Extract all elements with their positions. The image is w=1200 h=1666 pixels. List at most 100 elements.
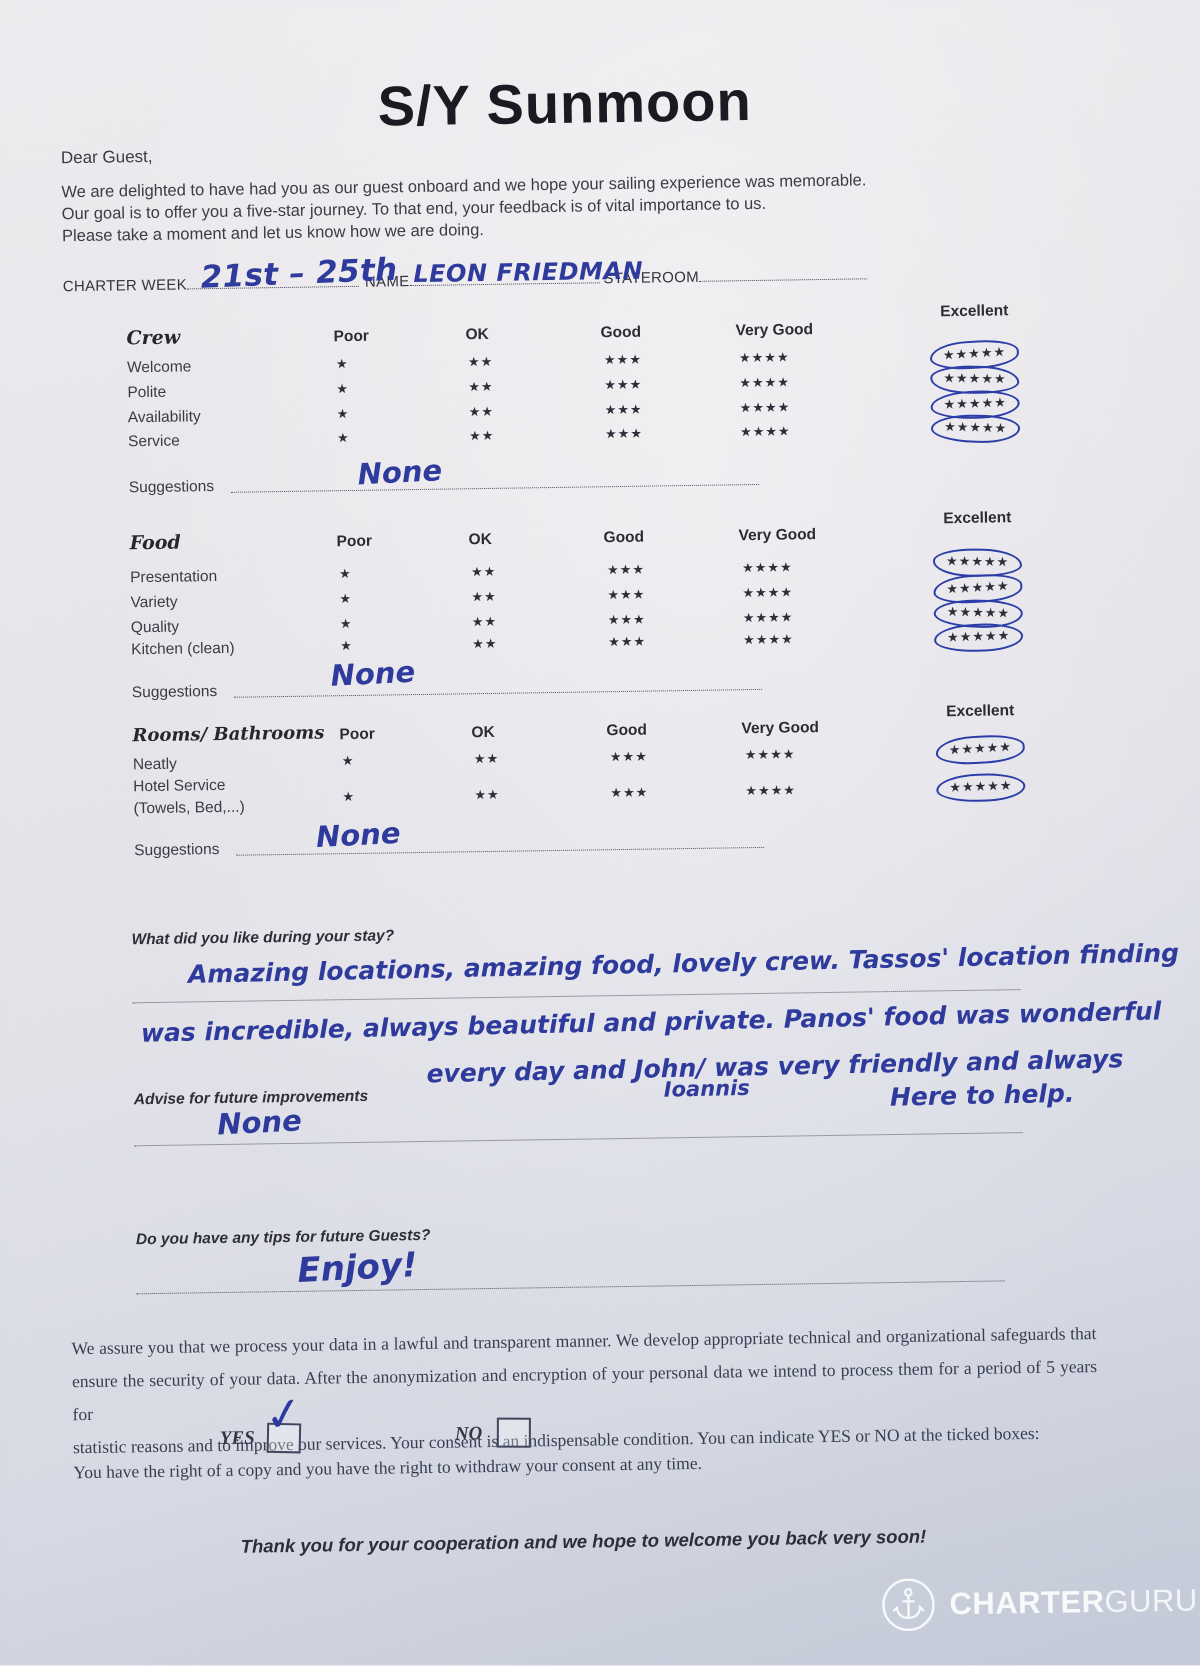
rooms-rating-section: Excellent Rooms/ Bathrooms Poor OK Good … [128, 715, 1095, 869]
rating-row-quality: Quality ★ ★★ ★★★ ★★★★ ★★★★★ [127, 605, 1092, 619]
excellent-stars-circled: ★★★★★ [922, 773, 1040, 803]
rating-row-kitchen: Kitchen (clean) ★ ★★ ★★★ ★★★★ ★★★★★ [127, 627, 1092, 641]
poor-stars: ★ [339, 591, 352, 607]
row-label: Service [128, 433, 180, 452]
good-stars: ★★★ [608, 634, 646, 651]
rooms-section-heading: Rooms/ Bathrooms [132, 722, 324, 746]
name-field: LEON FRIEDMAN [409, 266, 599, 286]
no-checkbox[interactable] [497, 1418, 531, 1448]
rating-row-presentation: Presentation ★ ★★ ★★★ ★★★★ ★★★★★ [126, 555, 1091, 569]
good-stars: ★★★ [604, 352, 642, 369]
food-good-header: Good [603, 529, 644, 548]
charter-week-field: 21st – 25th [187, 270, 359, 290]
very-good-stars: ★★★★ [743, 631, 794, 648]
anchor-icon [879, 1575, 938, 1634]
liked-answer-line-2: was incredible, always beautiful and pri… [141, 996, 1162, 1047]
logo-text-secondary: GURU [1104, 1583, 1198, 1619]
good-stars: ★★★ [604, 377, 642, 394]
row-label: Neatly [133, 756, 177, 775]
good-stars: ★★★ [605, 426, 643, 443]
row-label: Variety [130, 594, 177, 613]
yes-label: YES [220, 1428, 255, 1451]
poor-stars: ★ [336, 381, 349, 397]
intro-paragraph: We are delighted to have had you as our … [61, 169, 867, 247]
excellent-stars-circled: ★★★★★ [920, 623, 1038, 653]
ok-stars: ★★ [471, 589, 497, 605]
suggestions-handwritten-answer: None [330, 655, 416, 693]
excellent-stars-circled: ★★★★★ [922, 735, 1040, 765]
ok-stars: ★★ [469, 428, 495, 444]
rating-row-welcome: Welcome ★ ★★ ★★★ ★★★★ ★★★★★ [123, 345, 1088, 359]
rooms-poor-header: Poor [339, 726, 375, 745]
row-label: Polite [127, 384, 166, 403]
very-good-stars: ★★★★ [739, 349, 790, 366]
row-label-line-1: Hotel Service [133, 777, 225, 796]
good-stars: ★★★ [610, 749, 648, 766]
yes-checkmark: ✓ [261, 1388, 306, 1439]
logo-wordmark: CHARTERGURU [949, 1583, 1198, 1623]
very-good-stars: ★★★★ [745, 746, 796, 763]
row-label: Presentation [130, 568, 217, 587]
very-good-stars: ★★★★ [742, 559, 793, 576]
poor-stars: ★ [342, 753, 355, 769]
rooms-excellent-header: Excellent [921, 702, 1039, 722]
poor-stars: ★ [337, 430, 350, 446]
suggestions-handwritten-answer: None [315, 816, 401, 854]
ok-stars: ★★ [472, 636, 498, 652]
closing-line: Thank you for your cooperation and we ho… [18, 1522, 1148, 1561]
very-good-stars: ★★★★ [739, 374, 790, 391]
rooms-ok-header: OK [471, 724, 495, 742]
rating-row-availability: Availability ★ ★★ ★★★ ★★★★ ★★★★★ [124, 395, 1089, 409]
answer-line [132, 989, 1020, 1003]
very-good-stars: ★★★★ [745, 782, 796, 799]
ok-stars: ★★ [474, 751, 500, 767]
crew-excellent-header: Excellent [915, 302, 1033, 322]
rating-row-polite: Polite ★ ★★ ★★★ ★★★★ ★★★★★ [123, 370, 1088, 384]
greeting: Dear Guest, [61, 147, 153, 168]
poor-stars: ★ [337, 406, 350, 422]
tips-handwritten-answer: Enjoy! [296, 1245, 418, 1291]
row-label-line-2: (Towels, Bed,...) [133, 799, 244, 819]
ok-stars: ★★ [474, 787, 500, 803]
ok-stars: ★★ [468, 379, 494, 395]
row-label: Availability [128, 408, 201, 427]
improvements-handwritten-answer: None [216, 1103, 302, 1141]
name-handwritten-value: LEON FRIEDMAN [413, 257, 643, 288]
logo-text-primary: CHARTER [949, 1584, 1105, 1621]
very-good-stars: ★★★★ [740, 423, 791, 440]
suggestions-label: Suggestions [129, 478, 215, 497]
liked-answer-line-4: Here to help. [890, 1079, 1075, 1112]
row-label: Quality [131, 619, 180, 638]
charterguru-logo: CHARTERGURU [879, 1572, 1198, 1635]
good-stars: ★★★ [605, 402, 643, 419]
food-section-heading: Food [129, 532, 180, 555]
food-poor-header: Poor [336, 533, 372, 552]
form-title: S/Y Sunmoon [0, 62, 1133, 144]
no-label: NO [455, 1423, 483, 1445]
suggestions-label: Suggestions [134, 841, 220, 860]
row-label: Welcome [127, 358, 192, 377]
answer-line [137, 1280, 1005, 1294]
crew-good-header: Good [600, 324, 641, 343]
rooms-good-header: Good [606, 722, 647, 741]
very-good-stars: ★★★★ [740, 399, 791, 416]
charter-info-row: CHARTER WEEK 21st – 25th NAME LEON FRIED… [63, 262, 867, 295]
rooms-very-good-header: Very Good [741, 719, 819, 738]
excellent-stars-circled: ★★★★★ [917, 414, 1035, 444]
crew-poor-header: Poor [333, 328, 369, 347]
ok-stars: ★★ [469, 404, 495, 420]
suggestions-line [231, 484, 759, 493]
question-liked-label: What did you like during your stay? [131, 927, 394, 949]
crew-ok-header: OK [465, 326, 489, 344]
good-stars: ★★★ [607, 587, 645, 604]
crew-very-good-header: Very Good [735, 321, 813, 340]
rating-row-hotel-service: Hotel Service (Towels, Bed,...) ★ ★★ ★★★… [129, 764, 1094, 778]
good-stars: ★★★ [608, 612, 646, 629]
poor-stars: ★ [339, 566, 352, 582]
good-stars: ★★★ [607, 562, 645, 579]
very-good-stars: ★★★★ [742, 584, 793, 601]
poor-stars: ★ [340, 638, 353, 654]
suggestions-handwritten-answer: None [357, 453, 443, 491]
stateroom-field [699, 262, 867, 281]
